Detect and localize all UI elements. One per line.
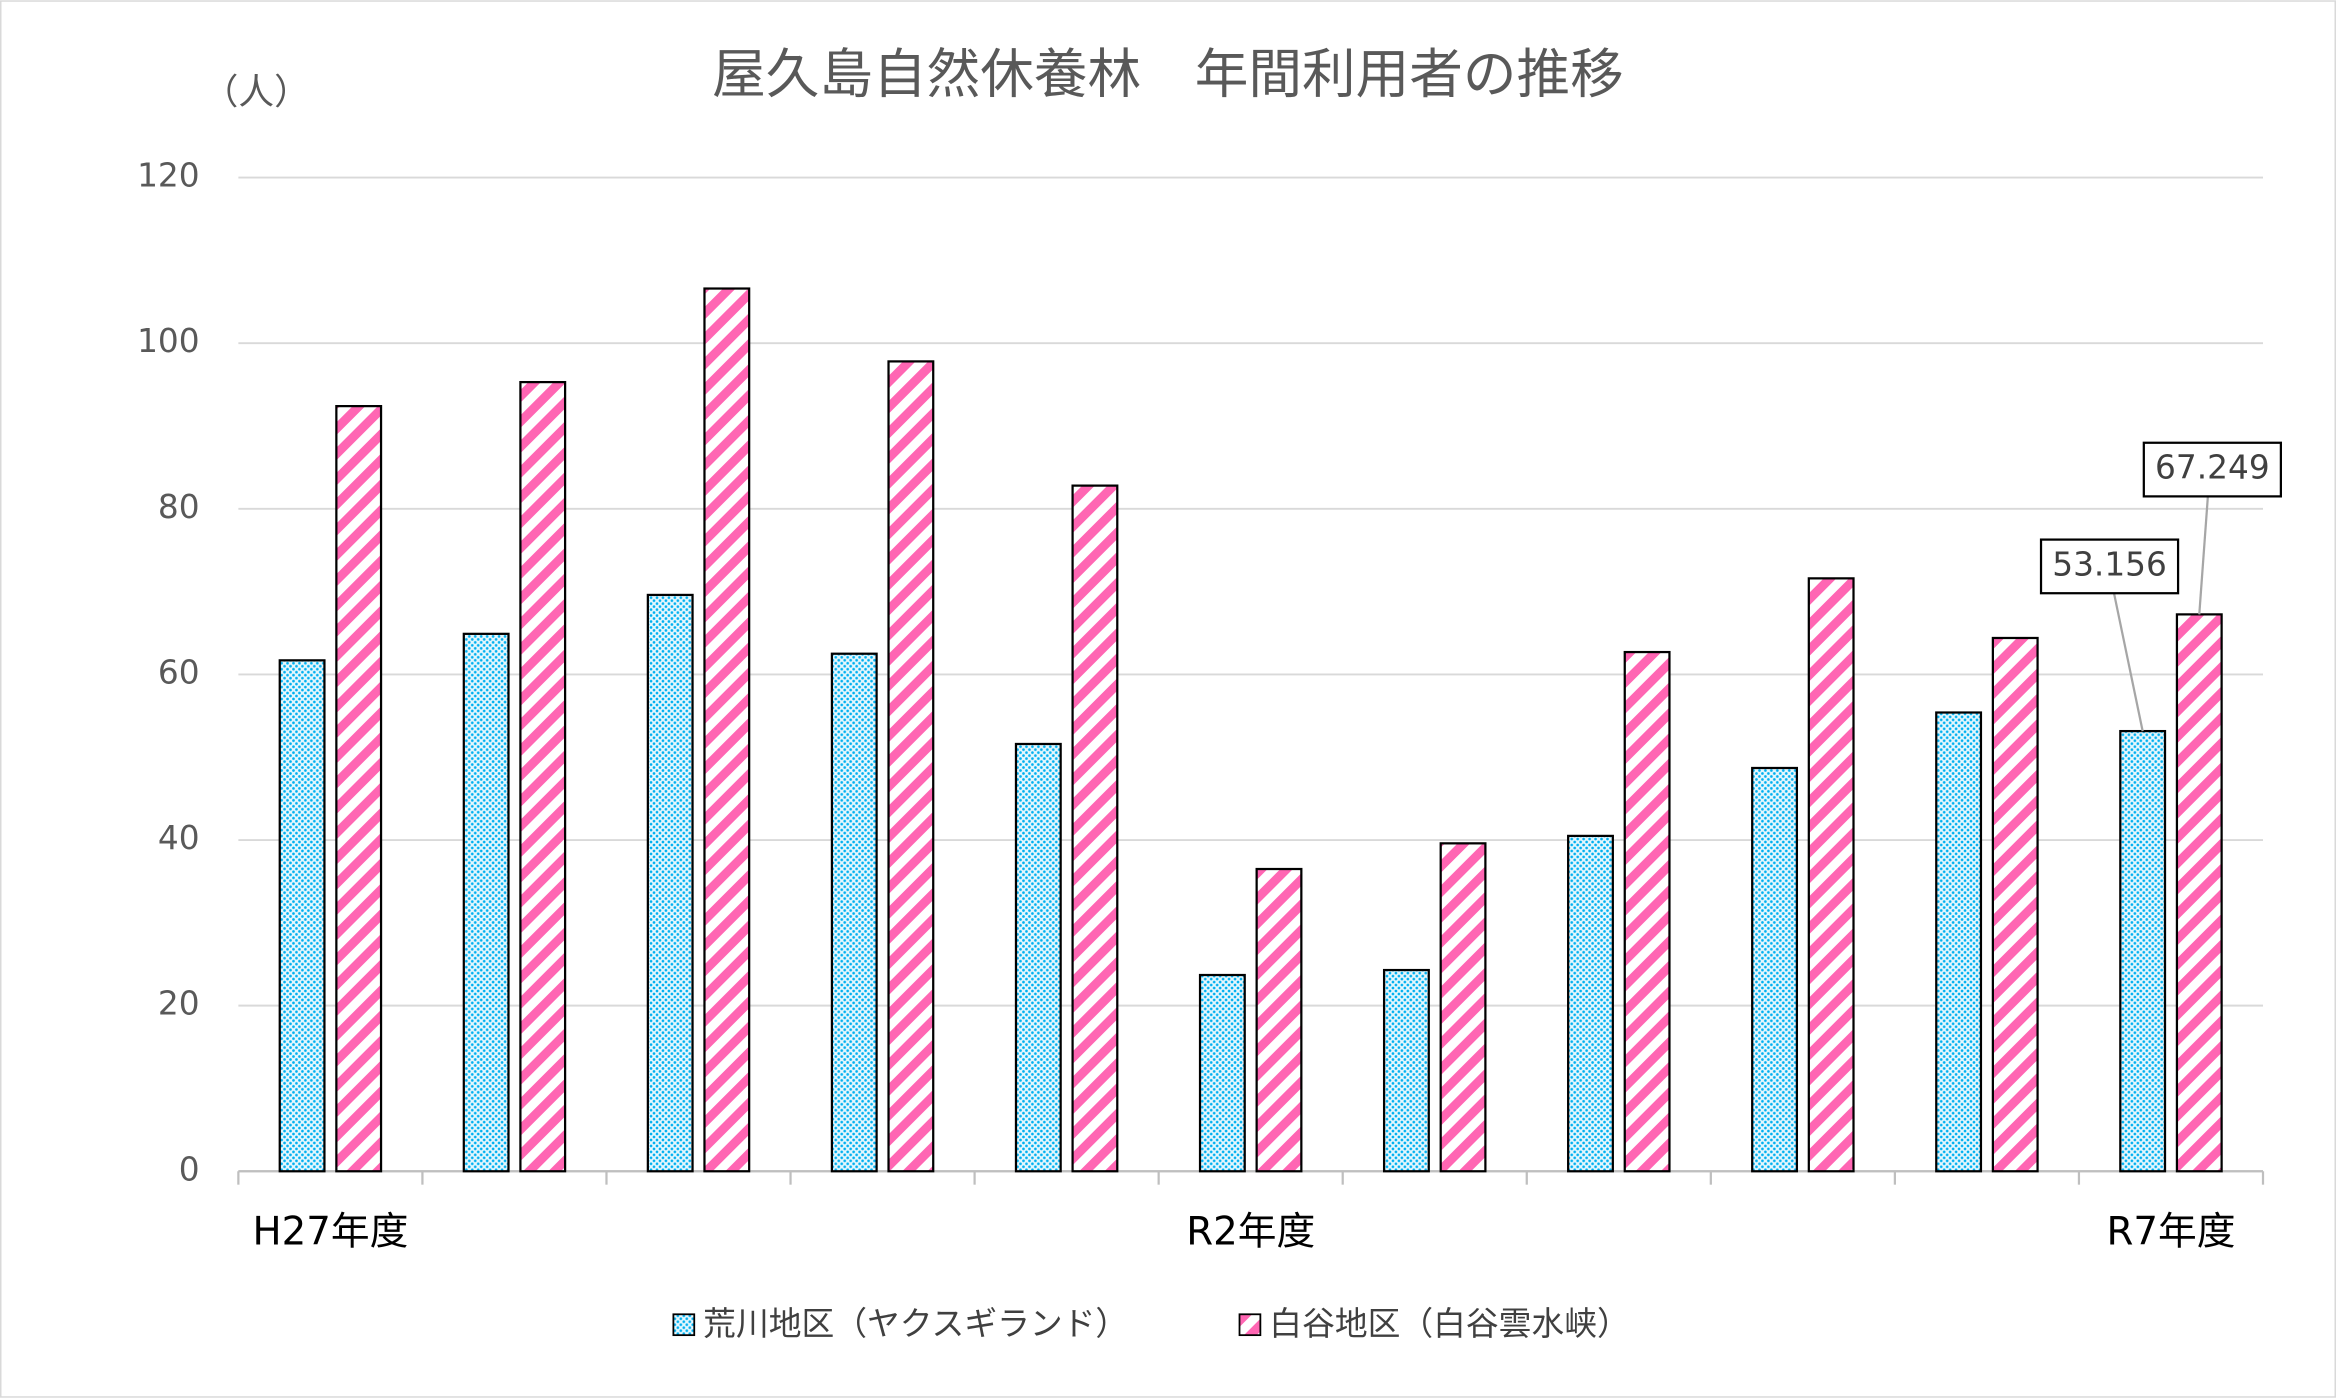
y-tick-label: 120 bbox=[137, 157, 200, 195]
bar bbox=[1382, 968, 1430, 1173]
bar bbox=[2119, 729, 2167, 1173]
x-tick-label: R2年度 bbox=[1186, 1209, 1315, 1254]
bar bbox=[335, 405, 383, 1173]
legend-label: 荒川地区（ヤクスギランド） bbox=[703, 1305, 1128, 1343]
label-leader bbox=[2198, 496, 2209, 615]
label-box bbox=[2039, 538, 2180, 595]
bar bbox=[519, 380, 567, 1173]
bar bbox=[1623, 650, 1671, 1173]
legend-swatch bbox=[1238, 1313, 1262, 1337]
y-tick-label: 40 bbox=[158, 819, 200, 857]
bar bbox=[462, 632, 510, 1173]
y-tick-label: 0 bbox=[179, 1150, 200, 1188]
legend-label: 白谷地区（白谷雲水峡） bbox=[1269, 1305, 1629, 1343]
x-tick-label: H27年度 bbox=[252, 1209, 408, 1254]
bar bbox=[1255, 867, 1303, 1173]
bar bbox=[1935, 711, 1983, 1173]
y-tick-label: 20 bbox=[158, 985, 200, 1023]
x-tick-label: R7年度 bbox=[2106, 1209, 2235, 1254]
bar bbox=[887, 360, 935, 1173]
bar bbox=[1991, 636, 2039, 1173]
bar bbox=[278, 659, 326, 1173]
bar bbox=[1439, 842, 1487, 1173]
y-tick-label: 100 bbox=[137, 322, 200, 360]
bar bbox=[830, 652, 878, 1173]
value-label: 53.156 bbox=[2052, 545, 2167, 583]
y-tick-label: 80 bbox=[158, 488, 200, 526]
bar bbox=[1014, 742, 1062, 1173]
bar bbox=[1071, 484, 1119, 1173]
legend-swatch bbox=[672, 1313, 696, 1337]
bar bbox=[646, 593, 694, 1173]
y-tick-label: 60 bbox=[158, 653, 200, 691]
bar bbox=[1198, 973, 1246, 1173]
label-box bbox=[2142, 441, 2282, 498]
label-leader bbox=[2112, 592, 2144, 732]
bar bbox=[1567, 834, 1614, 1173]
y-axis-unit: （人） bbox=[203, 72, 310, 113]
bar bbox=[1807, 577, 1855, 1173]
value-label: 67.249 bbox=[2155, 449, 2270, 487]
chart-title: 屋久島自然休養林 年間利用者の推移 bbox=[712, 42, 1624, 105]
bar bbox=[2175, 613, 2223, 1173]
bar bbox=[703, 287, 751, 1173]
bar bbox=[1751, 766, 1799, 1173]
